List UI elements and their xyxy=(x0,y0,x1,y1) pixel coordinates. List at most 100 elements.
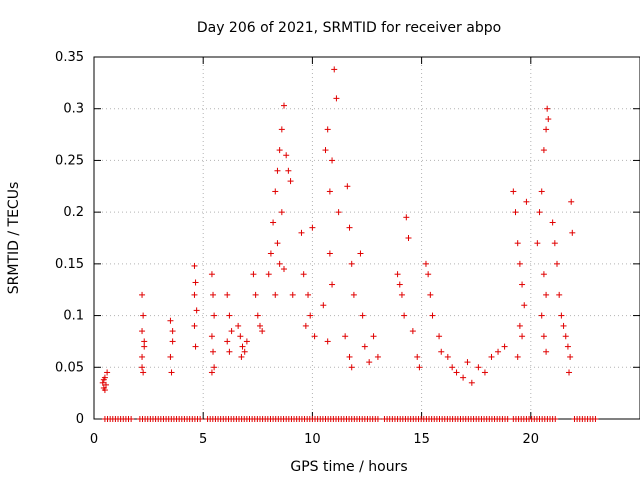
data-point xyxy=(543,348,550,355)
data-point xyxy=(329,157,336,164)
data-point xyxy=(545,116,552,123)
data-point xyxy=(344,183,351,190)
data-point xyxy=(101,387,108,394)
data-point xyxy=(139,328,146,335)
data-point xyxy=(540,333,547,340)
data-point xyxy=(523,198,530,205)
data-point xyxy=(331,66,338,73)
data-point xyxy=(140,369,147,376)
data-point xyxy=(534,240,541,247)
data-point xyxy=(298,229,305,236)
data-point xyxy=(414,353,421,360)
data-point xyxy=(495,348,502,355)
y-tick-label: 0.15 xyxy=(55,257,84,272)
data-point xyxy=(191,262,198,269)
data-point xyxy=(464,359,471,366)
data-point xyxy=(320,302,327,309)
data-point xyxy=(208,271,215,278)
data-point xyxy=(425,271,432,278)
data-point xyxy=(350,291,357,298)
data-point xyxy=(409,328,416,335)
data-point xyxy=(504,416,511,422)
data-point xyxy=(514,353,521,360)
data-point xyxy=(429,312,436,319)
data-point xyxy=(274,167,281,174)
data-point xyxy=(254,312,261,319)
data-point xyxy=(453,369,460,376)
data-point xyxy=(192,343,199,350)
data-point xyxy=(519,281,526,288)
data-point xyxy=(468,379,475,386)
data-point xyxy=(239,343,246,350)
x-tick-label: 10 xyxy=(304,432,321,447)
data-point xyxy=(103,381,110,388)
data-point xyxy=(272,188,279,195)
data-point xyxy=(346,353,353,360)
data-point xyxy=(228,328,235,335)
data-point xyxy=(211,364,218,371)
data-point xyxy=(285,167,292,174)
data-point xyxy=(562,333,569,340)
data-point xyxy=(193,307,200,314)
y-tick-label: 0.05 xyxy=(55,360,84,375)
data-point xyxy=(348,364,355,371)
data-point xyxy=(274,240,281,247)
y-tick-label: 0.25 xyxy=(55,153,84,168)
data-point xyxy=(281,266,288,273)
data-point xyxy=(252,291,259,298)
x-tick-label: 0 xyxy=(90,432,98,447)
data-point xyxy=(250,271,257,278)
data-point xyxy=(512,209,519,216)
data-point xyxy=(210,348,217,355)
data-point xyxy=(140,312,147,319)
data-point xyxy=(374,353,381,360)
data-point xyxy=(141,338,148,345)
data-point xyxy=(564,343,571,350)
y-tick-label: 0.2 xyxy=(63,205,84,220)
data-point xyxy=(540,271,547,278)
data-point xyxy=(554,260,561,267)
data-point xyxy=(567,353,574,360)
data-point xyxy=(475,364,482,371)
data-point xyxy=(287,178,294,185)
data-point xyxy=(519,333,526,340)
data-point xyxy=(241,348,248,355)
data-point xyxy=(139,364,146,371)
data-point xyxy=(359,312,366,319)
data-point xyxy=(305,291,312,298)
y-axis-label: SRMTID / TECUs xyxy=(6,182,22,295)
data-point xyxy=(197,416,204,422)
data-point xyxy=(278,209,285,216)
data-point xyxy=(309,224,316,231)
x-tick-label: 15 xyxy=(413,432,430,447)
data-point xyxy=(396,281,403,288)
data-point xyxy=(361,343,368,350)
data-point xyxy=(256,322,263,329)
data-point xyxy=(265,271,272,278)
data-point xyxy=(521,302,528,309)
data-point xyxy=(444,353,451,360)
data-point xyxy=(191,291,198,298)
data-point xyxy=(100,376,107,383)
data-point xyxy=(510,188,517,195)
data-point xyxy=(333,95,340,102)
y-tick-label: 0.35 xyxy=(55,50,84,65)
data-point xyxy=(168,369,175,376)
data-point xyxy=(488,353,495,360)
data-point xyxy=(540,147,547,154)
data-point xyxy=(259,328,266,335)
data-point xyxy=(569,229,576,236)
data-point xyxy=(281,102,288,109)
data-point xyxy=(302,322,309,329)
data-point xyxy=(366,359,373,366)
data-point xyxy=(191,322,198,329)
data-point xyxy=(568,198,575,205)
data-point xyxy=(566,369,573,376)
data-point xyxy=(324,126,331,133)
data-point xyxy=(237,333,244,340)
data-point xyxy=(192,279,199,286)
data-point xyxy=(592,416,599,422)
data-points xyxy=(99,66,599,422)
data-point xyxy=(324,338,331,345)
